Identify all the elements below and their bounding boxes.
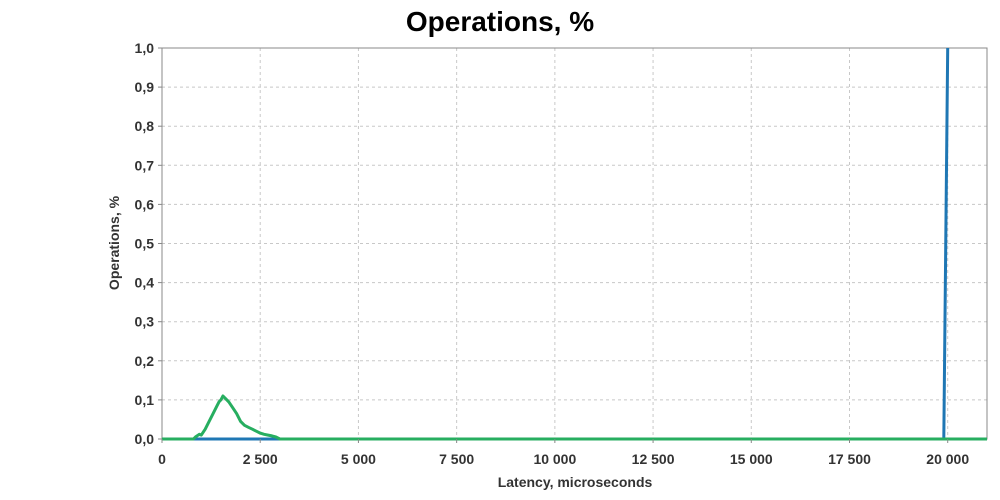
y-tick-label: 1,0 [135, 40, 155, 56]
x-tick-label: 7 500 [439, 451, 474, 467]
x-tick-label: 20 000 [926, 451, 969, 467]
y-tick-label: 0,3 [135, 314, 155, 330]
x-tick-label: 17 500 [828, 451, 871, 467]
chart-title: Operations, % [406, 6, 594, 37]
y-tick-label: 0,2 [135, 353, 155, 369]
x-tick-label: 12 500 [632, 451, 675, 467]
y-axis: 0,0 0,1 0,2 0,3 0,4 0,5 0,6 0,7 0,8 0,9 1,0 [135, 40, 162, 447]
x-tick-label: 2 500 [243, 451, 278, 467]
plot-area [161, 47, 988, 440]
y-tick-label: 0,6 [135, 196, 155, 212]
y-axis-title: Operations, % [106, 195, 122, 290]
x-axis-title: Latency, microseconds [498, 474, 653, 490]
x-tick-label: 5 000 [341, 451, 376, 467]
x-axis: 0 2 500 5 000 7 500 10 000 12 500 15 000 17 500… [158, 439, 969, 467]
x-tick-label: 0 [158, 451, 166, 467]
y-tick-label: 0,0 [135, 431, 155, 447]
y-tick-label: 0,9 [135, 79, 155, 95]
y-tick-label: 0,1 [135, 392, 155, 408]
y-tick-label: 0,4 [135, 275, 155, 291]
y-tick-label: 0,7 [135, 157, 155, 173]
series-line-2 [162, 394, 987, 441]
y-tick-label: 0,8 [135, 118, 155, 134]
series-layer [162, 47, 987, 441]
grid-lines [162, 47, 987, 439]
x-tick-label: 15 000 [730, 451, 773, 467]
x-tick-label: 10 000 [533, 451, 576, 467]
y-tick-label: 0,5 [135, 236, 155, 252]
